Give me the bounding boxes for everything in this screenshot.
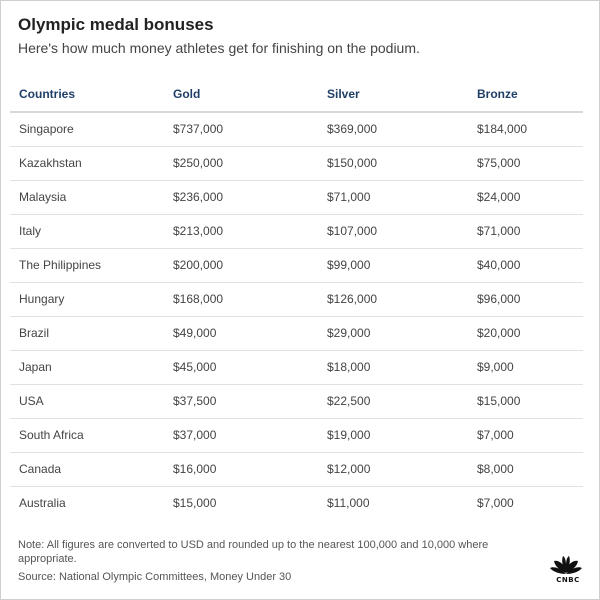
cell-silver: $12,000 [327, 462, 371, 476]
cell-silver: $150,000 [327, 156, 378, 170]
medal-bonus-table: Countries Gold Silver Bronze Singapore $7… [10, 78, 583, 520]
cell-country: Japan [19, 360, 52, 374]
cell-silver: $99,000 [327, 258, 371, 272]
cell-gold: $168,000 [173, 292, 224, 306]
table-header-row: Countries Gold Silver Bronze [10, 78, 583, 113]
column-header-gold: Gold [173, 87, 201, 101]
cell-silver: $126,000 [327, 292, 378, 306]
table-row: The Philippines $200,000 $99,000 $40,000 [10, 249, 583, 283]
cell-bronze: $7,000 [477, 428, 514, 442]
table-row: Singapore $737,000 $369,000 $184,000 [10, 113, 583, 147]
table-row: Italy $213,000 $107,000 $71,000 [10, 215, 583, 249]
cell-bronze: $24,000 [477, 190, 521, 204]
cell-bronze: $9,000 [477, 360, 514, 374]
table-row: Japan $45,000 $18,000 $9,000 [10, 351, 583, 385]
column-header-silver: Silver [327, 87, 360, 101]
cell-bronze: $184,000 [477, 122, 528, 136]
cell-gold: $15,000 [173, 496, 217, 510]
cell-country: Kazakhstan [19, 156, 82, 170]
cell-bronze: $7,000 [477, 496, 514, 510]
chart-title: Olympic medal bonuses [18, 15, 214, 34]
cell-gold: $45,000 [173, 360, 217, 374]
cell-silver: $22,500 [327, 394, 371, 408]
source-line: Source: National Olympic Committees, Mon… [18, 571, 292, 583]
cnbc-peacock-logo [550, 556, 582, 574]
cell-bronze: $8,000 [477, 462, 514, 476]
table-row: Brazil $49,000 $29,000 $20,000 [10, 317, 583, 351]
footnote: Note: All figures are converted to USD a… [18, 539, 489, 565]
column-header-bronze: Bronze [477, 87, 518, 101]
cell-country: Singapore [19, 122, 74, 136]
cell-gold: $200,000 [173, 258, 224, 272]
table-row: Canada $16,000 $12,000 $8,000 [10, 453, 583, 487]
cell-silver: $11,000 [327, 496, 370, 510]
cell-gold: $37,500 [173, 394, 217, 408]
cell-silver: $19,000 [327, 428, 371, 442]
cell-bronze: $71,000 [477, 224, 521, 238]
cell-bronze: $15,000 [477, 394, 521, 408]
cell-bronze: $96,000 [477, 292, 521, 306]
table-row: Kazakhstan $250,000 $150,000 $75,000 [10, 147, 583, 181]
table-row: Australia $15,000 $11,000 $7,000 [10, 487, 583, 520]
cell-gold: $737,000 [173, 122, 224, 136]
cell-silver: $18,000 [327, 360, 371, 374]
table-body: Singapore $737,000 $369,000 $184,000 Kazakhs… [10, 113, 583, 520]
cell-silver: $369,000 [327, 122, 378, 136]
cell-gold: $250,000 [173, 156, 224, 170]
column-header-countries: Countries [19, 87, 76, 101]
cell-silver: $71,000 [327, 190, 371, 204]
cell-silver: $107,000 [327, 224, 378, 238]
cell-bronze: $75,000 [477, 156, 521, 170]
cell-country: Malaysia [19, 190, 67, 204]
cell-country: Italy [19, 224, 42, 238]
cell-country: Brazil [19, 326, 50, 340]
cell-bronze: $20,000 [477, 326, 521, 340]
chart-subtitle: Here's how much money athletes get for f… [18, 40, 420, 56]
cell-gold: $49,000 [173, 326, 217, 340]
table-row: Malaysia $236,000 $71,000 $24,000 [10, 181, 583, 215]
cell-country: The Philippines [19, 258, 102, 272]
cell-gold: $236,000 [173, 190, 224, 204]
table-row: South Africa $37,000 $19,000 $7,000 [10, 419, 583, 453]
cnbc-logo-text: CNBC [556, 576, 580, 584]
cell-country: Canada [19, 462, 62, 476]
cell-bronze: $40,000 [477, 258, 521, 272]
table-row: USA $37,500 $22,500 $15,000 [10, 385, 583, 419]
cell-country: South Africa [19, 428, 84, 442]
cell-silver: $29,000 [327, 326, 371, 340]
cell-country: USA [19, 394, 44, 408]
cell-gold: $37,000 [173, 428, 217, 442]
cell-gold: $16,000 [173, 462, 217, 476]
table-row: Hungary $168,000 $126,000 $96,000 [10, 283, 583, 317]
cell-gold: $213,000 [173, 224, 224, 238]
cell-country: Australia [19, 496, 66, 510]
cell-country: Hungary [19, 292, 65, 306]
